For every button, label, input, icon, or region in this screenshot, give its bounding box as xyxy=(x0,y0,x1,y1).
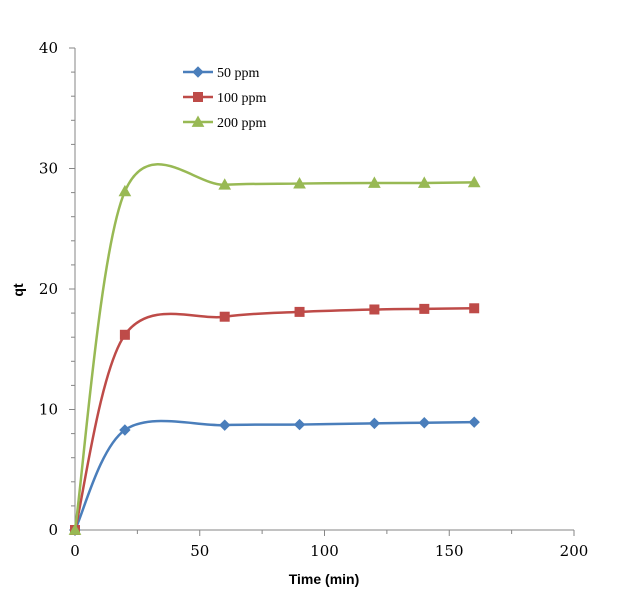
y-tick-label: 10 xyxy=(39,401,58,419)
legend-label: 100 ppm xyxy=(217,91,267,106)
series-line-200-ppm xyxy=(73,163,475,531)
data-point-50-ppm xyxy=(468,416,480,428)
legend-item-50-ppm: 50 ppm xyxy=(183,66,260,81)
series-line-100-ppm xyxy=(73,307,475,531)
legend-item-200-ppm: 200 ppm xyxy=(183,115,267,131)
legend-item-100-ppm: 100 ppm xyxy=(183,91,267,106)
series-layer xyxy=(68,163,481,536)
y-tick-label: 30 xyxy=(39,160,58,178)
data-point-100-ppm xyxy=(119,329,130,340)
data-point-200-ppm xyxy=(68,523,82,535)
data-point-50-ppm xyxy=(218,419,231,431)
data-point-100-ppm xyxy=(469,303,480,314)
data-point-50-ppm xyxy=(119,424,131,436)
data-point-100-ppm xyxy=(419,303,430,314)
x-axis-title: Time (min) xyxy=(289,571,360,587)
data-point-100-ppm xyxy=(294,306,305,317)
data-point-200-ppm xyxy=(118,184,132,197)
data-point-50-ppm xyxy=(418,417,431,429)
axes: 0 10 20 30 40 0 50 100 150 200 xyxy=(39,39,588,560)
data-point-50-ppm xyxy=(293,418,306,431)
y-tick-label: 40 xyxy=(39,39,58,57)
series-200-ppm xyxy=(68,163,481,535)
y-tick-label: 0 xyxy=(48,521,58,539)
data-point-100-ppm xyxy=(219,311,230,322)
data-point-50-ppm xyxy=(368,417,381,430)
x-tick-label: 200 xyxy=(560,542,589,560)
series-100-ppm xyxy=(70,303,480,535)
data-point-100-ppm xyxy=(369,304,380,315)
y-tick-label: 20 xyxy=(39,280,58,298)
x-tick-label: 150 xyxy=(435,542,464,560)
data-point-200-ppm xyxy=(417,176,431,188)
legend-label: 200 ppm xyxy=(217,116,267,131)
legend-label: 50 ppm xyxy=(217,66,260,81)
x-tick-label: 0 xyxy=(70,542,80,560)
y-axis-title: qt xyxy=(10,283,26,297)
x-tick-label: 50 xyxy=(190,542,209,560)
legend-marker xyxy=(191,115,205,127)
data-point-200-ppm xyxy=(368,176,381,188)
series-line-50-ppm xyxy=(73,419,475,531)
legend-marker xyxy=(193,92,203,102)
data-point-200-ppm xyxy=(467,175,481,188)
legend: 50 ppm 100 ppm 200 ppm xyxy=(183,66,267,131)
data-point-200-ppm xyxy=(293,177,306,189)
series-50-ppm xyxy=(69,416,480,536)
data-point-200-ppm xyxy=(218,178,232,190)
legend-marker xyxy=(192,66,204,78)
x-tick-label: 100 xyxy=(310,542,339,560)
